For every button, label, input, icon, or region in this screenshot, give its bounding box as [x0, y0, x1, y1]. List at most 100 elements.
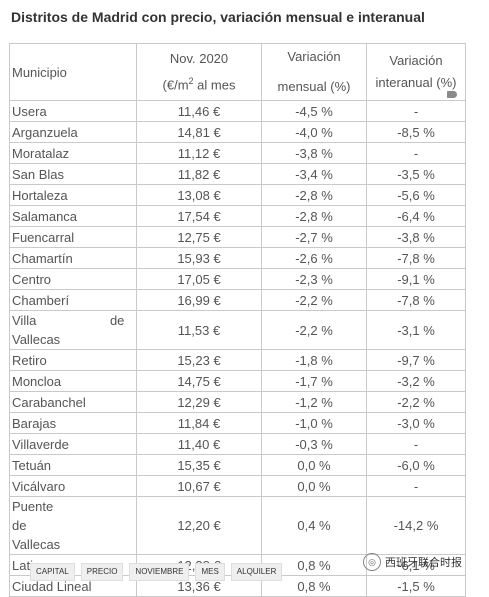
cell-precio: 10,67 € — [136, 475, 262, 497]
wechat-icon: ◎ — [363, 553, 381, 571]
cell-interanual: -3,0 % — [366, 412, 466, 434]
cell-interanual: -7,8 % — [366, 289, 466, 311]
cell-municipio: Chamberí — [9, 289, 137, 311]
table-row: Villaverde 11,40 € -0,3 % - — [9, 433, 466, 455]
header-mensual-line1: Variación — [287, 49, 341, 64]
cell-municipio: Retiro — [9, 349, 137, 371]
cell-municipio: Barajas — [9, 412, 137, 434]
header-mensual-line2: mensual (%) — [277, 79, 351, 94]
cell-interanual: -5,6 % — [366, 184, 466, 206]
cell-interanual: - — [366, 475, 466, 497]
cell-municipio: Tetuán — [9, 454, 137, 476]
cell-precio: 17,54 € — [136, 205, 262, 227]
table-row: Chamartín 15,93 € -2,6 % -7,8 % — [9, 247, 466, 269]
cell-interanual: -3,1 % — [366, 310, 466, 350]
cell-mensual: 0,4 % — [261, 496, 367, 555]
table-header-row: Municipio Nov. 2020 (€/m2 al mes Variaci… — [9, 43, 466, 101]
cell-precio: 11,46 € — [136, 100, 262, 122]
cell-mensual: -2,2 % — [261, 310, 367, 350]
cell-municipio: Centro — [9, 268, 137, 290]
cell-mensual: -2,3 % — [261, 268, 367, 290]
cell-municipio: Villa de Vallecas — [9, 310, 137, 350]
cell-precio: 11,84 € — [136, 412, 262, 434]
cell-municipio: Hortaleza — [9, 184, 137, 206]
tag-chip[interactable]: Precio — [80, 563, 124, 581]
table-row: Tetuán 15,35 €0,0 % -6,0 % — [9, 454, 466, 476]
header-interanual: Variación interanual (%) — [366, 43, 466, 101]
header-price: Nov. 2020 (€/m2 al mes — [136, 43, 262, 101]
cell-interanual: -9,7 % — [366, 349, 466, 371]
cell-municipio: Arganzuela — [9, 121, 137, 143]
cell-precio: 12,29 € — [136, 391, 262, 413]
header-price-sup: 2 — [188, 75, 194, 86]
table-row: San Blas 11,82 € -3,4 % -3,5 % — [9, 163, 466, 185]
cell-municipio: Fuencarral — [9, 226, 137, 248]
cell-interanual: -3,8 % — [366, 226, 466, 248]
header-price-unit: (€/m — [162, 77, 189, 93]
cell-mensual: -1,8 % — [261, 349, 367, 371]
cell-interanual: -6,4 % — [366, 205, 466, 227]
cell-precio: 17,05 € — [136, 268, 262, 290]
cell-interanual: -9,1 % — [366, 268, 466, 290]
table-row: Hortaleza 13,08 € -2,8 % -5,6 % — [9, 184, 466, 206]
cell-precio: 11,53 € — [136, 310, 262, 350]
tag-chip[interactable]: Mes — [195, 563, 225, 581]
cell-interanual: -6,1 % — [366, 554, 466, 576]
cell-mensual: -3,8 % — [261, 142, 367, 164]
table-row: Moratalaz 11,12 € -3,8 % - — [9, 142, 466, 164]
cell-municipio: Salamanca — [9, 205, 137, 227]
cell-mensual: -2,7 % — [261, 226, 367, 248]
cell-interanual: -6,0 % — [366, 454, 466, 476]
tag-list: Capital Precio Noviembre Mes Alquiler — [30, 563, 283, 581]
cell-precio: 11,12 € — [136, 142, 262, 164]
cell-interanual: -3,5 % — [366, 163, 466, 185]
table-row: Barajas 11,84 € -1,0 % -3,0 % — [9, 412, 466, 434]
cell-mensual: -1,7 % — [261, 370, 367, 392]
header-price-line1: Nov. 2020 — [169, 50, 229, 66]
cell-precio: 12,20 € — [136, 496, 262, 555]
cell-precio: 16,99 € — [136, 289, 262, 311]
tag-chip[interactable]: Capital — [30, 563, 75, 581]
cell-interanual: - — [366, 433, 466, 455]
cell-mensual: -0,3 % — [261, 433, 367, 455]
cell-interanual: - — [366, 100, 466, 122]
cell-mensual: -2,8 % — [261, 205, 367, 227]
table-row: Moncloa 14,75 € -1,7 % -3,2 % — [9, 370, 466, 392]
cell-mensual: -3,4 % — [261, 163, 367, 185]
cell-interanual: -7,8 % — [366, 247, 466, 269]
cell-precio: 15,93 € — [136, 247, 262, 269]
cell-municipio: Moratalaz — [9, 142, 137, 164]
table-row: Puente de Vallecas 12,20 €0,4 % -14,2 % — [9, 496, 466, 555]
cell-mensual: -4,0 % — [261, 121, 367, 143]
cell-mensual: 0,0 % — [261, 454, 367, 476]
cell-interanual: -2,2 % — [366, 391, 466, 413]
cell-precio: 14,75 € — [136, 370, 262, 392]
cell-interanual: -1,5 % — [366, 575, 466, 597]
cell-mensual: 0,0 % — [261, 475, 367, 497]
header-interanual-line2: interanual (%) — [375, 75, 457, 90]
header-price-per: al mes — [193, 77, 236, 93]
cell-interanual: - — [366, 142, 466, 164]
cell-municipio: Carabanchel — [9, 391, 137, 413]
cell-mensual: -2,8 % — [261, 184, 367, 206]
cell-mensual: -2,6 % — [261, 247, 367, 269]
table-row: Usera 11,46 € -4,5 % - — [9, 100, 466, 122]
table-row: Arganzuela 14,81 € -4,0 % -8,5 % — [9, 121, 466, 143]
cell-interanual: -8,5 % — [366, 121, 466, 143]
table-body: Usera 11,46 € -4,5 % - Arganzuela 14,81 € -4,0… — [9, 100, 466, 597]
table-row: Carabanchel 12,29 € -1,2 % -2,2 % — [9, 391, 466, 413]
cell-mensual: -2,2 % — [261, 289, 367, 311]
cell-mensual: -1,0 % — [261, 412, 367, 434]
cell-municipio: Moncloa — [9, 370, 137, 392]
cell-precio: 13,08 € — [136, 184, 262, 206]
tag-chip[interactable]: Alquiler — [230, 563, 283, 581]
cell-mensual: -1,2 % — [261, 391, 367, 413]
table-row: Chamberí 16,99 € -2,2 % -7,8 % — [9, 289, 466, 311]
tag-chip[interactable]: Noviembre — [129, 563, 190, 581]
table-row: Vicálvaro 10,67 €0,0 % - — [9, 475, 466, 497]
tag-icon — [447, 91, 457, 98]
cell-municipio: Puente de Vallecas — [9, 496, 137, 555]
watermark: ◎ 西班牙联合时报 — [363, 553, 462, 571]
table-row: Fuencarral 12,75 € -2,7 % -3,8 % — [9, 226, 466, 248]
cell-municipio: Vicálvaro — [9, 475, 137, 497]
